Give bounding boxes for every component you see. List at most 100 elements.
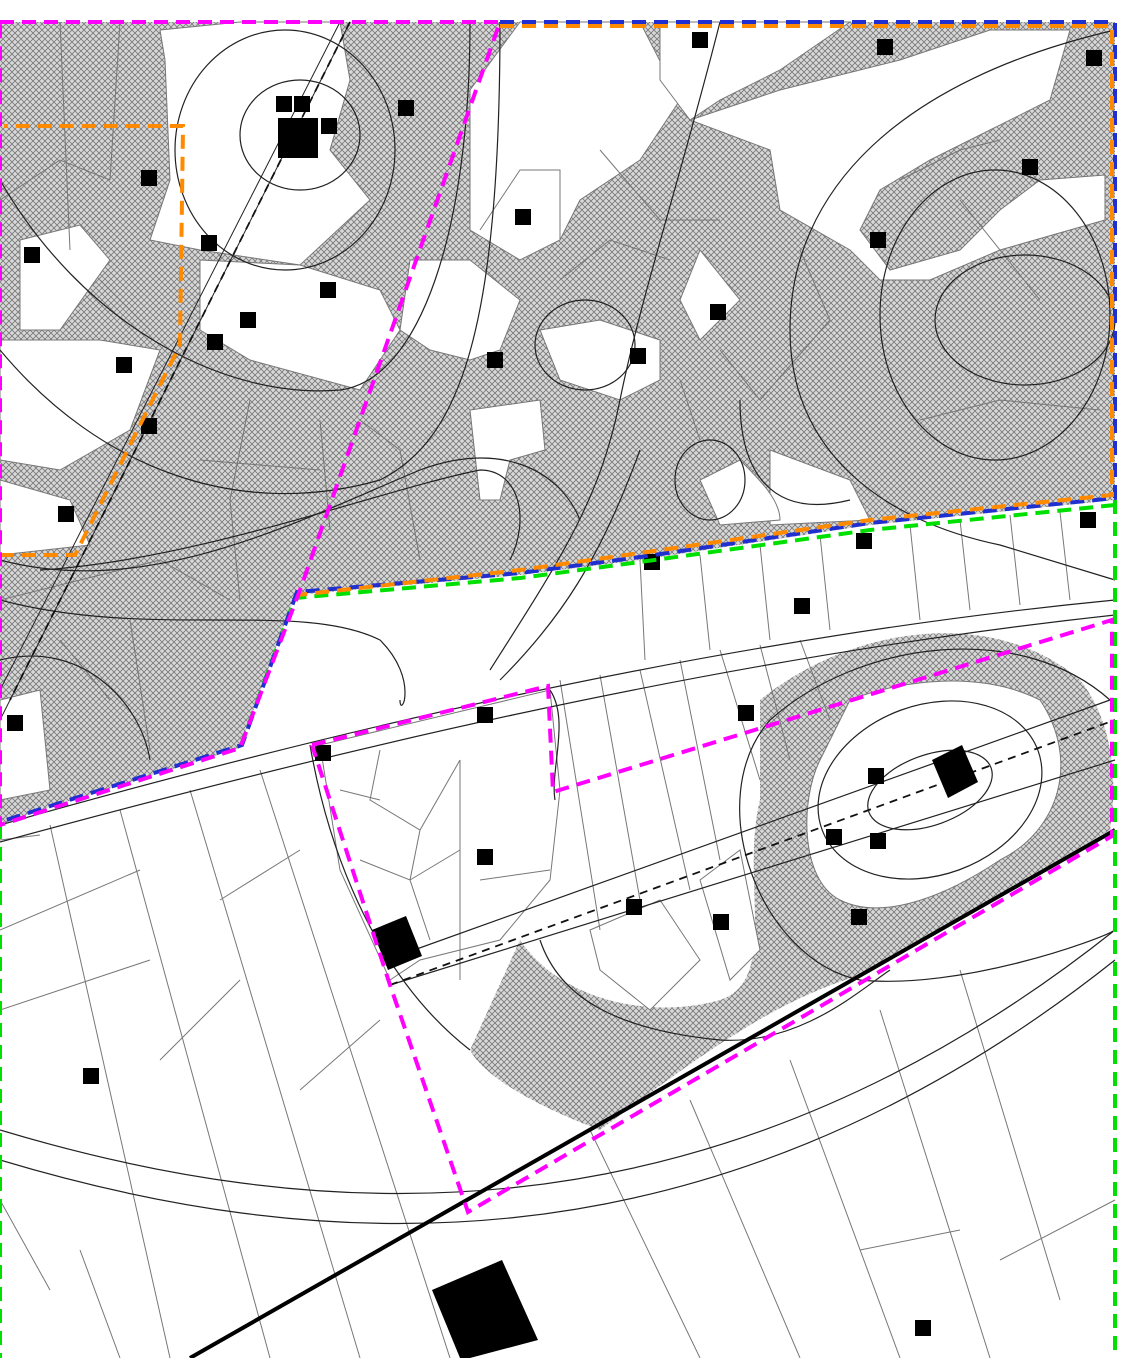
contour-lines-item [879, 169, 1111, 461]
buildings-item [141, 418, 157, 434]
contour-lines-item [739, 648, 1116, 982]
buildings-item [868, 768, 884, 784]
buildings-item [630, 348, 646, 364]
buildings-item [278, 118, 318, 158]
white-parcels-item [539, 319, 661, 401]
buildings-item [915, 1320, 931, 1336]
buildings-item [201, 235, 217, 251]
contour-lines-item [739, 399, 851, 505]
parcel-lines-item [0, 849, 381, 1091]
rail-line [189, 828, 1116, 1358]
parcel-lines-item [199, 169, 561, 601]
contour-lines-item [0, 21, 471, 392]
contour-lines-item [674, 439, 746, 521]
buildings-item [794, 598, 810, 614]
contour-lines-item [539, 939, 891, 1041]
contour-lines-item [0, 599, 406, 706]
boundaries-item [0, 24, 1114, 597]
parcel-lines-item [639, 511, 1071, 661]
buildings-item [710, 304, 726, 320]
buildings-item [321, 118, 337, 134]
buildings-item [294, 96, 310, 112]
contour-lines-item [174, 29, 396, 271]
white-parcels-item [699, 459, 781, 526]
white-parcels-item [149, 21, 371, 266]
buildings-item [856, 533, 872, 549]
parcel-lines-item [0, 21, 231, 751]
buildings-item [1080, 512, 1096, 528]
buildings-item [692, 32, 708, 48]
contour-lines-item [489, 21, 721, 671]
parcel-lines-item [589, 969, 1061, 1358]
contour-lines-item [0, 21, 501, 495]
contour-lines-item [789, 29, 1116, 581]
buildings-item [738, 705, 754, 721]
buildings-item [207, 334, 223, 350]
buildings-item [276, 96, 292, 112]
contour-lines-item [499, 449, 641, 681]
white-parcels-item [0, 479, 91, 556]
buildings-item [398, 100, 414, 116]
white-parcels-item [688, 29, 1106, 281]
buildings-item [713, 914, 729, 930]
boundaries [0, 20, 1117, 1358]
buildings-item [477, 707, 493, 723]
white-parcels-item [699, 849, 761, 981]
buildings-item [58, 506, 74, 522]
contour-lines-item [817, 700, 1043, 880]
buildings-item [877, 39, 893, 55]
white-parcels-item [319, 689, 561, 981]
buildings-item [1086, 50, 1102, 66]
contour-lines-item [0, 457, 581, 572]
roads-item [0, 959, 1116, 1225]
boundaries-item [0, 20, 1117, 824]
contour-lines-item [0, 655, 151, 761]
roads-item [0, 614, 1116, 843]
roads-item [0, 929, 1116, 1195]
contour-lines-item [534, 299, 636, 391]
power-line-item [389, 719, 1116, 986]
white-parcels-item [469, 399, 546, 501]
parcel-lines-item [339, 749, 551, 980]
buildings-item [826, 829, 842, 845]
parcel-lines-item [0, 1199, 1116, 1358]
buildings-item [320, 282, 336, 298]
roads-item [389, 759, 1116, 986]
buildings-item [851, 909, 867, 925]
buildings-item [477, 849, 493, 865]
parcel-lines-item [0, 769, 451, 1358]
buildings-item [870, 833, 886, 849]
buildings [7, 32, 1102, 1358]
buildings-item [626, 899, 642, 915]
buildings-item [487, 352, 503, 368]
parcel-lines [0, 21, 1116, 1358]
white-parcels-item [679, 249, 741, 341]
buildings-item [870, 232, 886, 248]
buildings-item [432, 1260, 538, 1358]
contour-lines-item [239, 79, 361, 191]
contour-lines-item [39, 469, 521, 571]
parcel-lines-item [899, 139, 1101, 421]
buildings-item [141, 170, 157, 186]
white-parcels-item [806, 680, 1062, 909]
white-parcels-item [399, 259, 521, 361]
buildings-item [932, 745, 978, 798]
contour-lines-item [549, 689, 560, 801]
contour-lines-item [867, 749, 993, 831]
buildings-item [7, 715, 23, 731]
parcel-lines-item [559, 149, 831, 441]
buildings-item [83, 1068, 99, 1084]
boundaries-item [0, 20, 1114, 1215]
boundaries-item [0, 500, 1117, 1358]
contour-lines [0, 21, 1116, 1051]
buildings-item [1022, 159, 1038, 175]
buildings-item [240, 312, 256, 328]
buildings-item [116, 357, 132, 373]
white-parcels-item [19, 224, 111, 331]
roads-item [399, 699, 1111, 956]
buildings-item [24, 247, 40, 263]
buildings-item [372, 916, 422, 970]
buildings-item [315, 745, 331, 761]
